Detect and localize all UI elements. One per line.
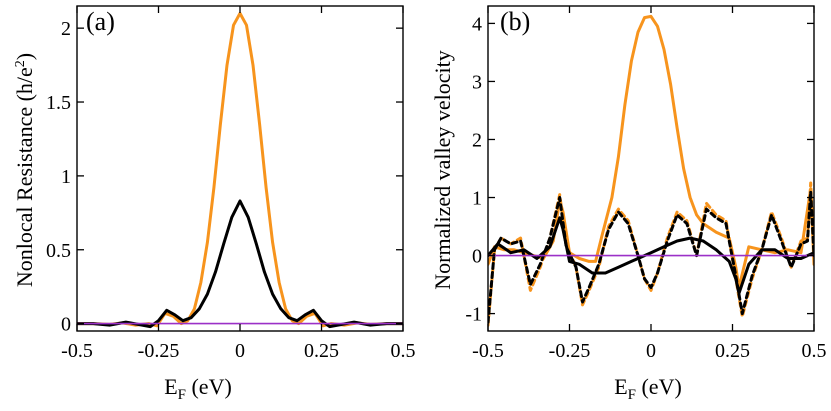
panel-a-y-axis-title: Nonlocal Resistance (h/e2) <box>12 53 37 287</box>
panel-b-series-orange-solid <box>488 14 814 289</box>
panel-a-y-tick-label: 2 <box>61 18 71 40</box>
panel-a-y-tick-label: 0.5 <box>46 240 71 262</box>
panel-b-x-tick-label: -0.25 <box>549 340 591 362</box>
panel-b-y-tick-label: 0 <box>472 246 482 268</box>
panel-b-x-tick-label: 0.25 <box>715 340 750 362</box>
panel-a-y-tick-label: 0 <box>61 314 71 336</box>
panel-a-x-tick-label: -0.5 <box>61 340 93 362</box>
panel-b-label: (b) <box>500 7 530 36</box>
panel-b-series-black-solid <box>488 216 814 295</box>
panel-a-series-orange <box>77 11 403 328</box>
panel-b-y-tick-label: 1 <box>472 188 482 210</box>
panel-a-series-black <box>77 199 403 329</box>
panel-a-x-tick-label: 0.5 <box>391 340 416 362</box>
panel-b-y-tick-label: 4 <box>472 13 482 35</box>
panel-a-frame <box>76 5 404 332</box>
panel-b-x-tick-label: -0.5 <box>472 340 504 362</box>
panel-a-x-tick-label: -0.25 <box>138 340 180 362</box>
panel-b-frame <box>487 5 815 332</box>
panel-b-x-tick-label: 0.5 <box>802 340 827 362</box>
panel-a-x-tick-label: 0 <box>235 340 245 362</box>
panel-a-label: (a) <box>86 7 115 36</box>
panel-b-x-tick-label: 0 <box>646 340 656 362</box>
panel-a-y-tick-label: 1.5 <box>46 92 71 114</box>
panel-b: (b) EF (eV) Normalized valley velocity -… <box>430 5 827 403</box>
panel-b-y-axis-title: Normalized valley velocity <box>430 50 455 289</box>
panel-b-y-tick-label: -1 <box>465 304 482 326</box>
panel-a: (a) EF (eV) Nonlocal Resistance (h/e2) -… <box>12 5 416 403</box>
panel-a-x-tick-label: 0.25 <box>304 340 339 362</box>
panel-a-x-axis-title: EF (eV) <box>164 374 232 403</box>
panel-b-y-tick-label: 3 <box>472 71 482 93</box>
panel-a-y-tick-label: 1 <box>61 166 71 188</box>
panel-b-y-tick-label: 2 <box>472 129 482 151</box>
panel-b-x-axis-title: EF (eV) <box>614 374 682 403</box>
